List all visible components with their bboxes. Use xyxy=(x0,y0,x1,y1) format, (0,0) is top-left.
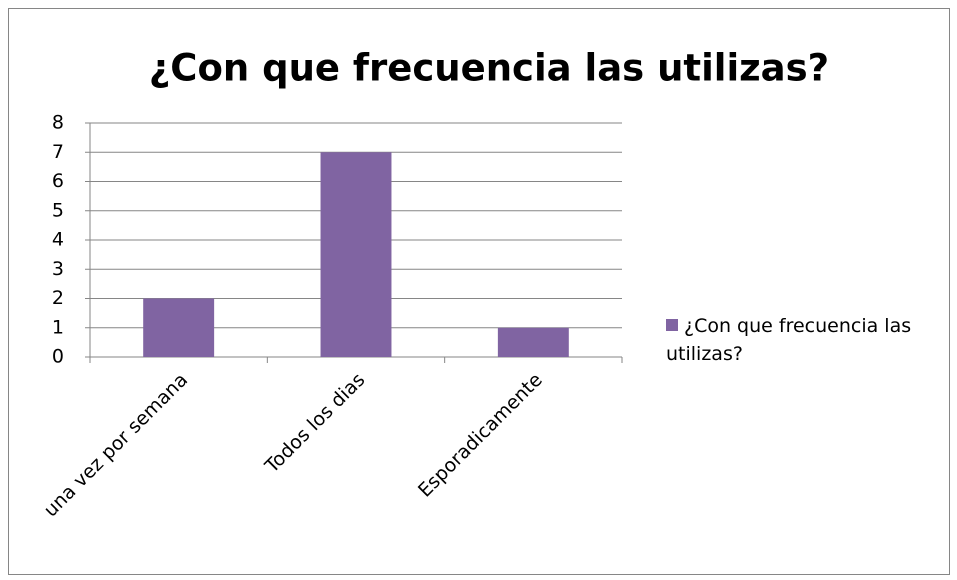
y-tick-label: 7 xyxy=(52,141,64,163)
y-tick-label: 4 xyxy=(52,229,64,251)
bar xyxy=(497,327,569,357)
legend: ¿Con que frecuencia las utilizas? xyxy=(666,312,946,368)
chart-title: ¿Con que frecuencia las utilizas? xyxy=(149,47,829,90)
y-tick-label: 3 xyxy=(52,258,64,280)
bar xyxy=(143,298,215,357)
y-tick-label: 5 xyxy=(52,199,64,221)
y-tick-label: 8 xyxy=(52,112,64,134)
y-tick-label: 2 xyxy=(52,287,64,309)
legend-label: ¿Con que frecuencia las utilizas? xyxy=(666,315,912,365)
legend-swatch xyxy=(666,319,678,331)
y-tick-label: 6 xyxy=(52,170,64,192)
bar xyxy=(320,152,392,357)
y-tick-label: 0 xyxy=(52,346,64,368)
chart-border xyxy=(8,8,950,575)
y-tick-label: 1 xyxy=(52,316,64,338)
